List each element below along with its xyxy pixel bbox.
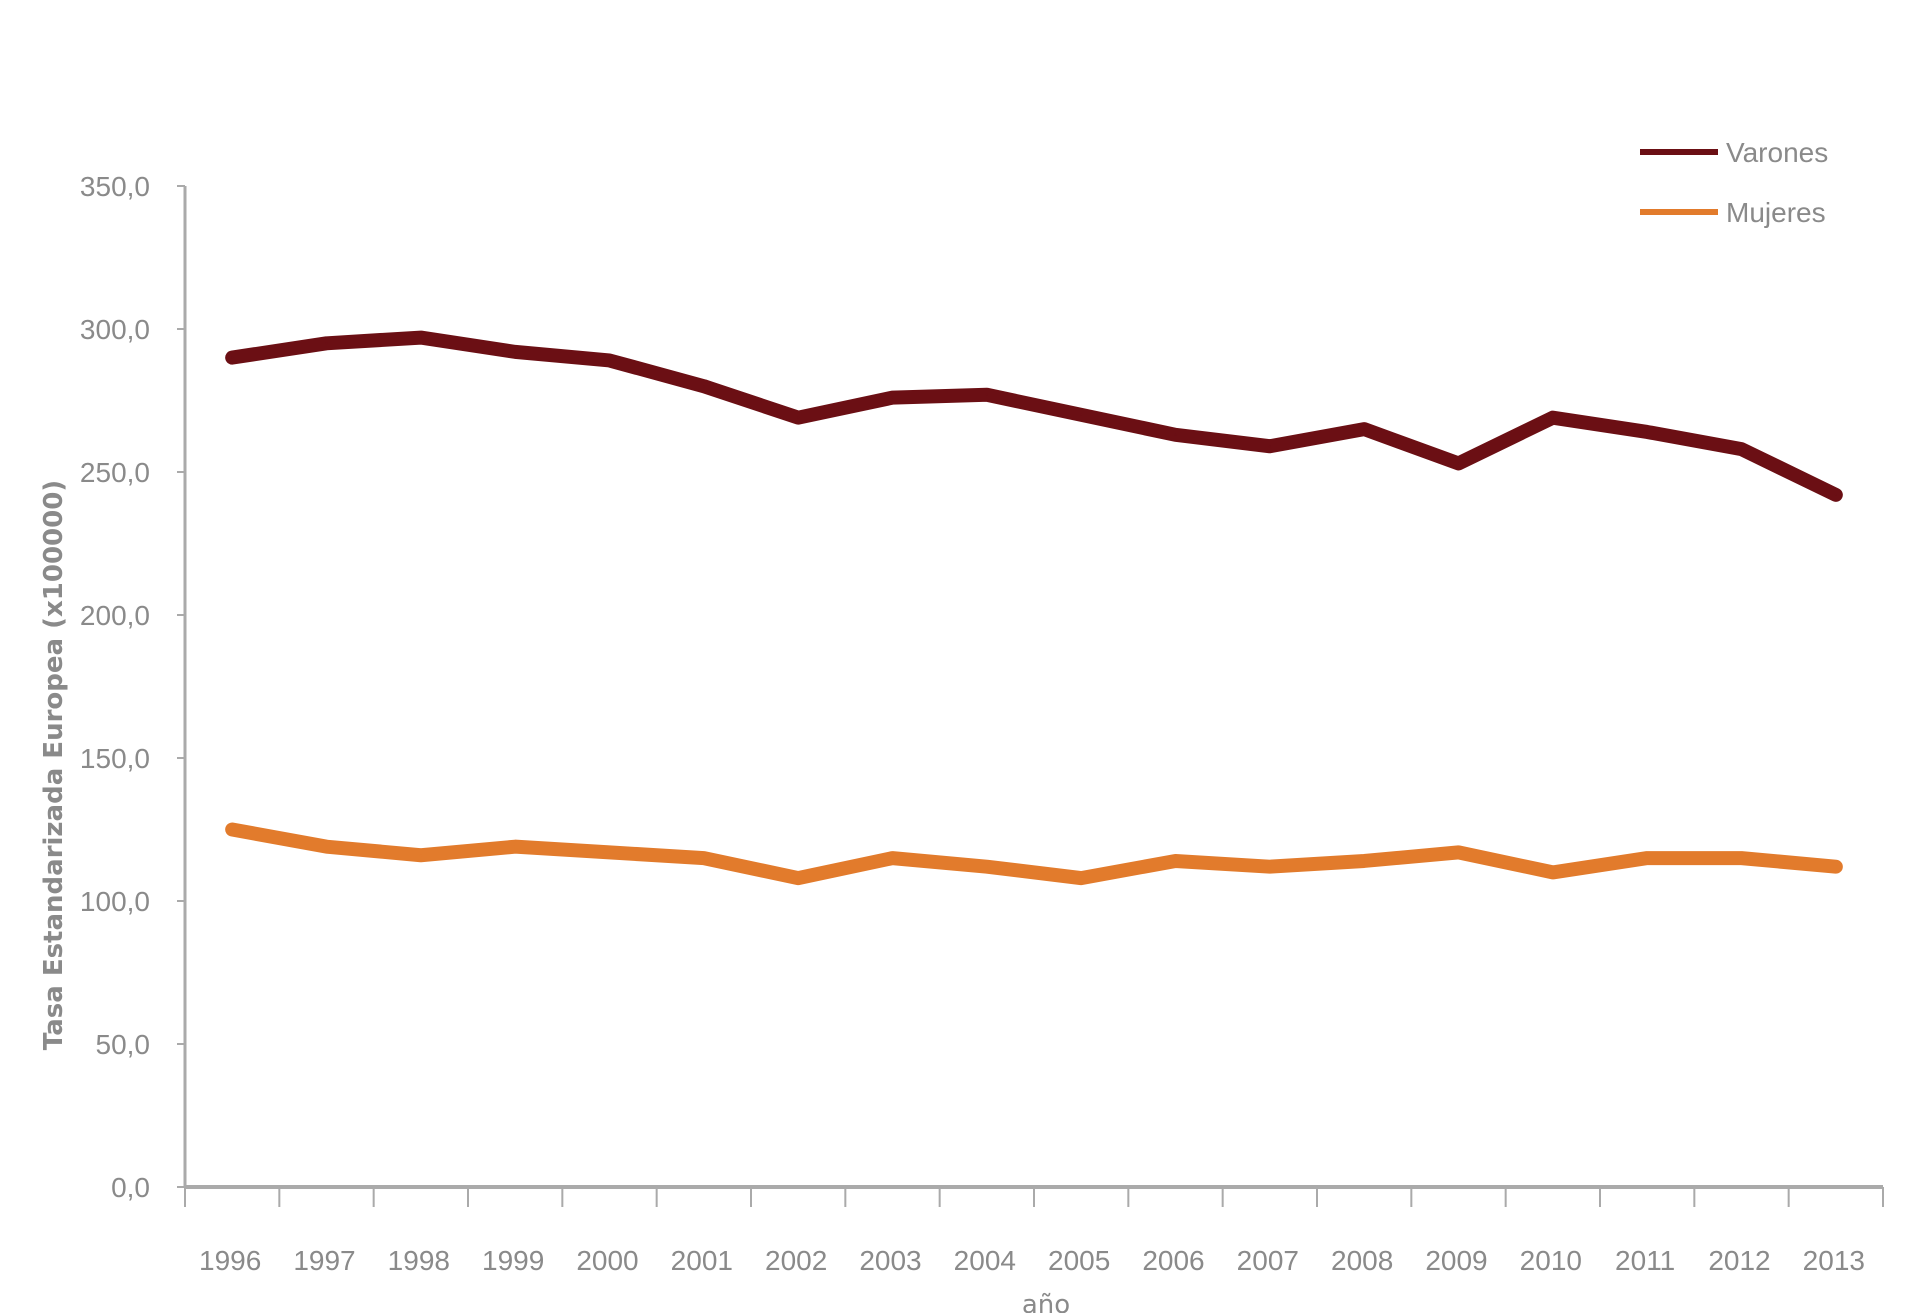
data-point [514, 845, 517, 848]
x-tick-label: 2002 [765, 1245, 827, 1276]
x-tick-label: 2006 [1142, 1245, 1204, 1276]
data-point [1646, 430, 1649, 433]
data-point [1457, 851, 1460, 854]
x-tick-label: 2007 [1237, 1245, 1299, 1276]
data-point [1740, 448, 1743, 451]
x-tick-label: 2012 [1708, 1245, 1770, 1276]
data-point [985, 393, 988, 396]
data-point [231, 828, 234, 831]
x-tick-label: 1997 [293, 1245, 355, 1276]
data-point [1646, 857, 1649, 860]
legend: Varones Mujeres [1640, 137, 1828, 228]
x-tick-label: 2009 [1425, 1245, 1487, 1276]
x-tick-label: 1996 [199, 1245, 261, 1276]
data-point [419, 854, 422, 857]
x-tick-label: 2010 [1520, 1245, 1582, 1276]
data-point [1363, 859, 1366, 862]
x-tick-label: 2013 [1803, 1245, 1865, 1276]
legend-label: Mujeres [1726, 197, 1826, 228]
data-point [702, 385, 705, 388]
data-point [608, 359, 611, 362]
x-tick-label: 2001 [671, 1245, 733, 1276]
data-point [1080, 413, 1083, 416]
series-line-mujeres [225, 822, 1843, 886]
x-axis-label: año [1022, 1290, 1070, 1313]
data-point [1457, 462, 1460, 465]
x-tick-label: 2003 [859, 1245, 921, 1276]
y-axis-label: Tasa Estandarizada Europea (x100000) [39, 480, 69, 1050]
x-tick-label: 2008 [1331, 1245, 1393, 1276]
data-point [891, 396, 894, 399]
data-point [1834, 865, 1837, 868]
data-point [1551, 416, 1554, 419]
data-point [419, 336, 422, 339]
data-point [1174, 859, 1177, 862]
x-tick-label: 2004 [954, 1245, 1016, 1276]
x-tick-label: 1999 [482, 1245, 544, 1276]
y-tick-label: 100,0 [80, 886, 150, 917]
data-point [1740, 857, 1743, 860]
series-line-varones [225, 330, 1843, 502]
data-point [325, 845, 328, 848]
data-point [1363, 428, 1366, 431]
y-tick-label: 200,0 [80, 600, 150, 631]
data-point [1268, 865, 1271, 868]
x-tick-label: 2000 [576, 1245, 638, 1276]
data-point [608, 851, 611, 854]
data-point [891, 857, 894, 860]
x-tick-label: 2011 [1615, 1245, 1675, 1276]
y-tick-label: 250,0 [80, 457, 150, 488]
y-tick-label: 300,0 [80, 314, 150, 345]
data-point [1080, 877, 1083, 880]
data-point [325, 342, 328, 345]
x-tick-label: 1998 [388, 1245, 450, 1276]
legend-label: Varones [1726, 137, 1828, 168]
data-point [514, 350, 517, 353]
y-tick-label: 350,0 [80, 171, 150, 202]
data-point [797, 416, 800, 419]
y-tick-label: 50,0 [96, 1029, 151, 1060]
y-tick-label: 0,0 [111, 1172, 150, 1203]
data-point [702, 857, 705, 860]
y-tick-label: 150,0 [80, 743, 150, 774]
data-point [231, 356, 234, 359]
data-point [985, 865, 988, 868]
data-point [1551, 871, 1554, 874]
data-point [1174, 433, 1177, 436]
x-tick-label: 2005 [1048, 1245, 1110, 1276]
data-point [797, 877, 800, 880]
data-point [1268, 445, 1271, 448]
data-point [1834, 493, 1837, 496]
